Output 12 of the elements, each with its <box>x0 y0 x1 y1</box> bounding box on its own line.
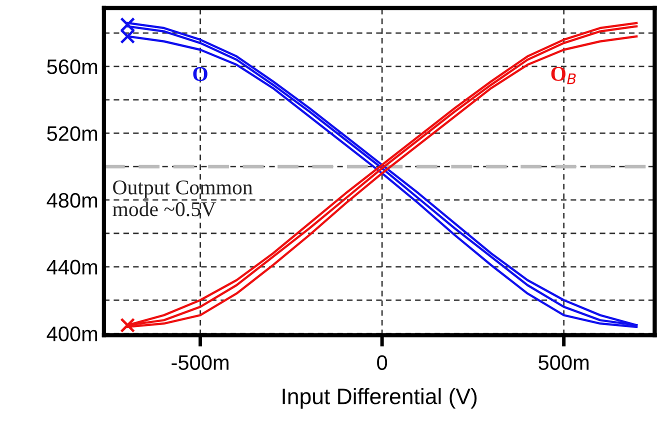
series-label: O <box>193 67 208 82</box>
annotation: Output Common mode ~0.5V <box>112 180 253 216</box>
x-tick-label: 500m <box>538 355 589 370</box>
y-tick-label: 400m <box>46 326 98 342</box>
x-tick-label: -500m <box>172 355 228 370</box>
y-tick-label: 480m <box>46 192 98 208</box>
series-label: O$_{B}$ <box>551 66 576 84</box>
y-tick-label: 560m <box>47 59 98 74</box>
y-tick-label: 440m <box>46 260 98 275</box>
x-tick-label: 0 <box>377 355 388 370</box>
y-tick-label: 520m <box>47 126 98 141</box>
x-axis-title: Input Differential (V) <box>282 388 477 409</box>
